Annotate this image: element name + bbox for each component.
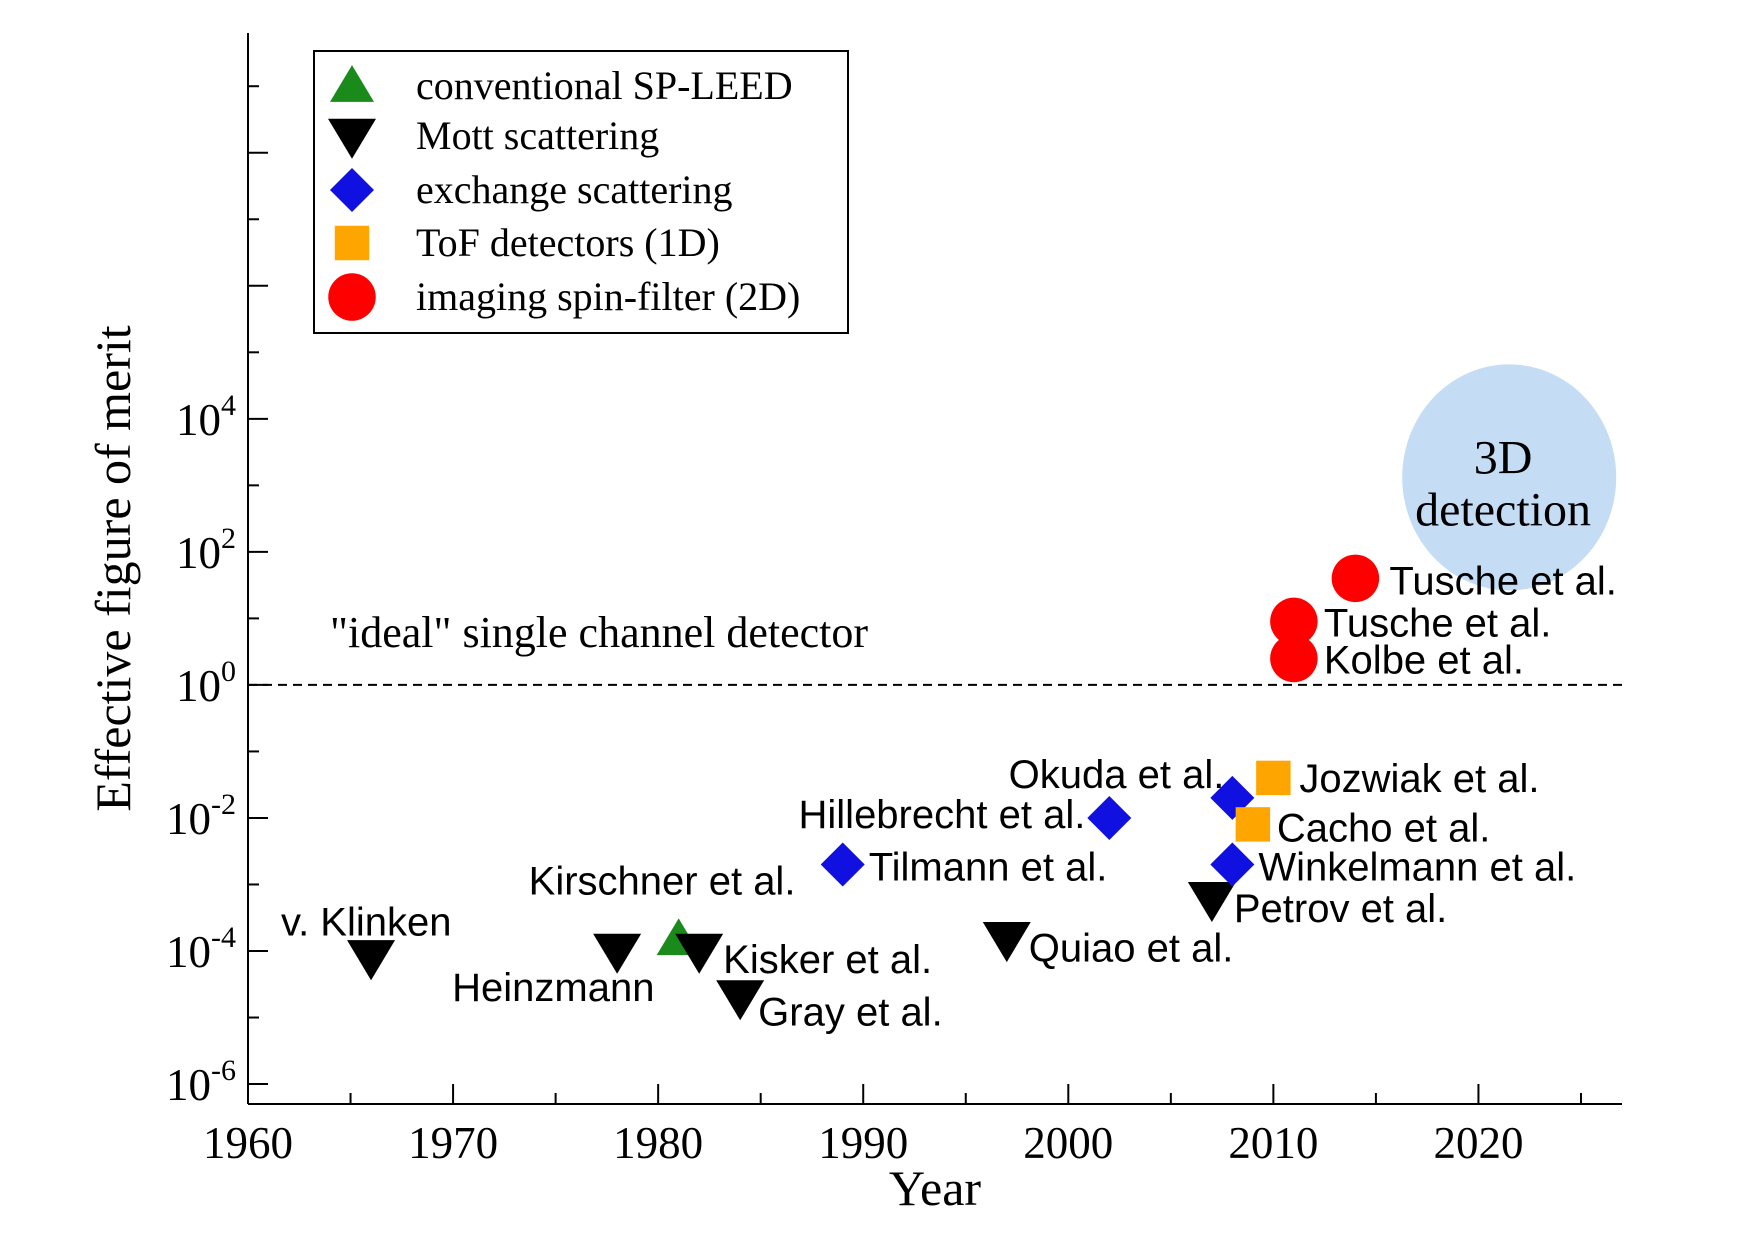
data-point bbox=[1256, 760, 1291, 796]
data-point bbox=[1210, 842, 1255, 887]
legend-marker bbox=[330, 168, 374, 212]
data-point bbox=[1270, 634, 1318, 683]
x-tick-label: 1980 bbox=[613, 1118, 703, 1168]
data-point-label: Gray et al. bbox=[758, 990, 943, 1034]
y-tick-label: 10-4 bbox=[166, 921, 236, 977]
y-tick-label: 10-6 bbox=[166, 1054, 236, 1110]
data-point bbox=[1331, 554, 1380, 603]
data-point-label: Okuda et al. bbox=[1009, 753, 1225, 797]
x-tick-label: 1990 bbox=[818, 1118, 908, 1168]
legend-entry-label: ToF detectors (1D) bbox=[416, 220, 720, 265]
data-point-label: Cacho et al. bbox=[1277, 806, 1490, 850]
legend: conventional SP-LEED Mott scattering excha… bbox=[313, 50, 849, 334]
data-point-label: Tusche et al. bbox=[1389, 559, 1617, 603]
data-point-label: Quiao et al. bbox=[1029, 926, 1234, 970]
region-label-line: 3D bbox=[1474, 431, 1533, 484]
data-point bbox=[675, 933, 724, 974]
legend-entry-label: conventional SP-LEED bbox=[416, 63, 793, 108]
x-tick-label: 2020 bbox=[1433, 1118, 1523, 1168]
data-point bbox=[1087, 795, 1132, 840]
data-point-label: Kolbe et al. bbox=[1324, 638, 1524, 682]
data-point bbox=[1270, 597, 1318, 646]
x-tick-label: 2010 bbox=[1228, 1118, 1318, 1168]
legend-box bbox=[313, 50, 849, 334]
region-ellipse bbox=[1402, 364, 1617, 591]
data-point-label: Petrov et al. bbox=[1234, 887, 1447, 931]
legend-marker bbox=[328, 118, 376, 159]
data-point-label: Tusche et al. bbox=[1324, 601, 1552, 645]
legend-entry-label: Mott scattering bbox=[416, 113, 659, 158]
data-point-label: Winkelmann et al. bbox=[1258, 845, 1576, 889]
y-axis-label: Effective figure of merit bbox=[85, 325, 141, 811]
data-point bbox=[593, 933, 642, 974]
axes: 1960 1970 1980 1990 2000 2010 2020 10-6 10-4 10-2… bbox=[166, 33, 1622, 1168]
data-point-label: Hillebrecht et al. bbox=[799, 793, 1086, 837]
data-point-label: Heinzmann bbox=[452, 966, 654, 1010]
data-point-label: Tilmann et al. bbox=[869, 845, 1108, 889]
legend-entry-label: exchange scattering bbox=[416, 167, 733, 212]
legend-entry-label: imaging spin-filter (2D) bbox=[416, 274, 800, 319]
legend-marker bbox=[334, 225, 370, 261]
data-point-label: Kisker et al. bbox=[723, 938, 932, 982]
x-tick-label: 2000 bbox=[1023, 1118, 1113, 1168]
data-point bbox=[982, 922, 1031, 963]
region-label-line: detection bbox=[1415, 483, 1591, 536]
y-tick-label: 104 bbox=[176, 389, 236, 445]
y-tick-label: 100 bbox=[176, 655, 236, 711]
x-tick-label: 1960 bbox=[203, 1118, 293, 1168]
x-tick-label: 1970 bbox=[408, 1118, 498, 1168]
legend-marker bbox=[328, 273, 376, 321]
data-point bbox=[716, 980, 765, 1021]
reference-line-group: "ideal" single channel detector bbox=[248, 608, 1622, 686]
reference-line-label: "ideal" single channel detector bbox=[330, 608, 868, 657]
data-point bbox=[820, 842, 865, 887]
legend-marker bbox=[330, 65, 374, 102]
data-point-label: Kirschner et al. bbox=[529, 859, 796, 903]
y-tick-label: 102 bbox=[176, 522, 236, 578]
y-tick-label: 10-2 bbox=[166, 788, 236, 844]
data-point bbox=[347, 940, 396, 981]
x-axis-label: Year bbox=[889, 1160, 981, 1216]
data-point bbox=[1235, 807, 1271, 842]
data-point-label: v. Klinken bbox=[281, 900, 451, 944]
data-point bbox=[1187, 881, 1236, 923]
data-point-label: Jozwiak et al. bbox=[1299, 757, 1539, 801]
